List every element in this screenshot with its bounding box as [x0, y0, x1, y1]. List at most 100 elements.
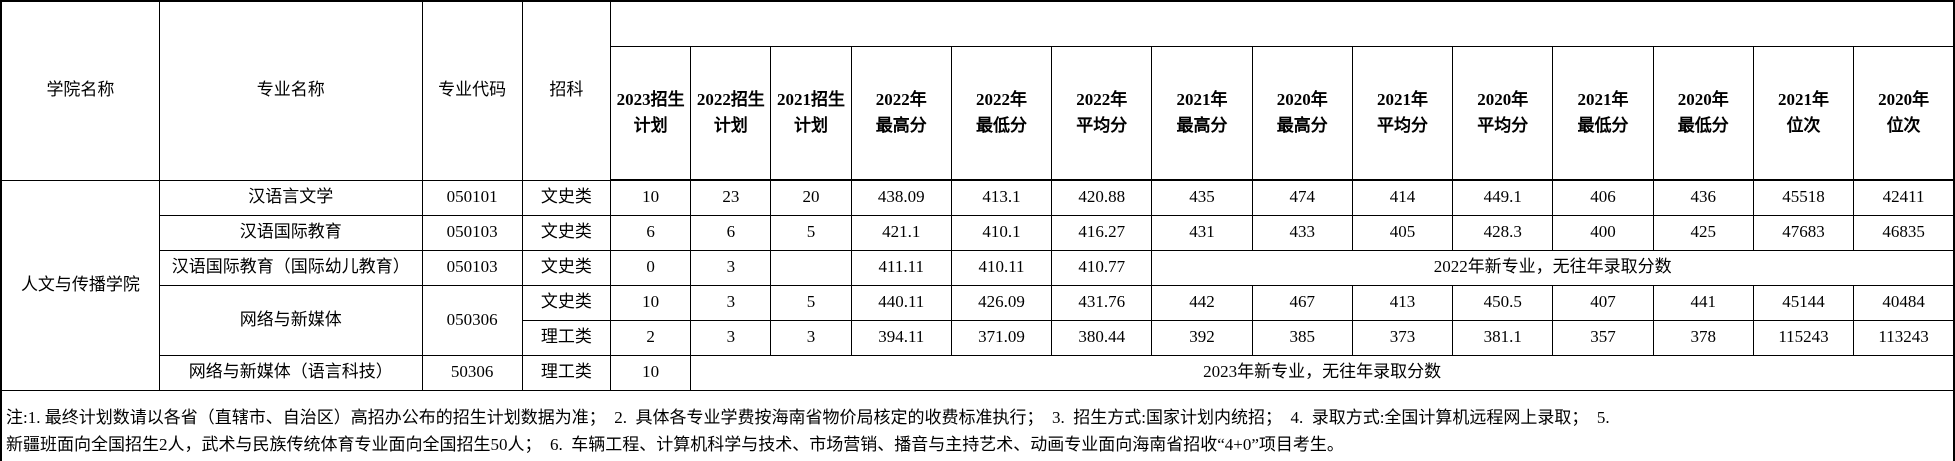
cell-value: 378: [1652, 319, 1754, 356]
footnote-line-1: 注:1. 最终计划数请以各省（直辖市、自治区）高招办公布的招生计划数据为准； 2…: [6, 407, 1610, 427]
table-row: 人文与传播学院 汉语言文学 050101 文史类 10 23 20 438.09…: [0, 179, 1955, 391]
cell-value: 410.1: [950, 214, 1053, 251]
cell-value: 421.1: [850, 214, 952, 251]
cell-value: [770, 249, 852, 286]
merged-note-cell: 2022年新专业，无往年录取分数: [1151, 249, 1955, 286]
cell-value: 467: [1251, 284, 1353, 321]
header-plan-2021: 2021招生 计划: [770, 46, 852, 181]
cell-value: 3: [690, 249, 772, 286]
cell-value: 371.09: [950, 319, 1053, 356]
cell-value: 394.11: [850, 319, 952, 356]
cell-major: 汉语言文学: [158, 179, 423, 216]
table-row: 汉语国际教育 050103 文史类 6 6 5 421.1 410.1 416.…: [1, 214, 1955, 251]
cell-value: 3: [690, 284, 772, 321]
cell-value: 410.77: [1051, 249, 1153, 286]
cell-subject: 理工类: [521, 354, 612, 391]
header-min-2022: 2022年 最低分: [950, 46, 1053, 181]
cell-value: 46835: [1853, 214, 1955, 251]
cell-major: 汉语国际教育: [158, 214, 423, 251]
footnotes-cell: 注:1. 最终计划数请以各省（直辖市、自治区）高招办公布的招生计划数据为准； 2…: [0, 389, 1955, 461]
cell-major-code: 050103: [421, 249, 523, 286]
cell-value: 10: [610, 284, 692, 321]
cell-value: 5: [770, 214, 852, 251]
cell-major-code: 050101: [421, 179, 523, 216]
cell-value: 435: [1151, 179, 1253, 216]
cell-value: 381.1: [1452, 319, 1554, 356]
header-avg-2022: 2022年 平均分: [1051, 46, 1153, 181]
cell-subject: 文史类: [521, 214, 612, 251]
cell-value: 420.88: [1051, 179, 1153, 216]
header-row-years: 2023招生 计划 2022招生 计划 2021招生 计划 2022年 最高分 2022…: [1, 46, 1955, 181]
header-spacer-cell: [610, 0, 1955, 47]
cell-value: 433: [1251, 214, 1353, 251]
cell-value: 10: [610, 354, 692, 391]
cell-value: 428.3: [1452, 214, 1554, 251]
header-avg-2021: 2021年 平均分: [1351, 46, 1454, 181]
cell-value: 2: [610, 319, 692, 356]
cell-value: 413.1: [950, 179, 1053, 216]
cell-value: 406: [1552, 179, 1654, 216]
header-row-top: 学院名称 专业名称 专业代码 招科: [0, 0, 1955, 181]
cell-value: 449.1: [1452, 179, 1554, 216]
cell-value: 425: [1652, 214, 1754, 251]
cell-college-name: 人文与传播学院: [0, 179, 160, 391]
cell-value: 392: [1151, 319, 1253, 356]
merged-note-cell: 2023年新专业，无往年录取分数: [690, 354, 1955, 391]
header-min-2020: 2020年 最低分: [1652, 46, 1754, 181]
cell-value: 45144: [1752, 284, 1855, 321]
header-avg-2020: 2020年 平均分: [1452, 46, 1554, 181]
cell-subject: 文史类: [521, 284, 612, 321]
cell-value: 436: [1652, 179, 1754, 216]
header-rank-2020: 2020年 位次: [1853, 46, 1955, 181]
cell-value: 115243: [1752, 319, 1855, 356]
cell-value: 450.5: [1452, 284, 1554, 321]
cell-value: 6: [610, 214, 692, 251]
cell-value: 431: [1151, 214, 1253, 251]
cell-value: 416.27: [1051, 214, 1153, 251]
footnote-line-2: 新疆班面向全国招生2人，武术与民族传统体育专业面向全国招生50人； 6. 车辆工…: [6, 434, 1344, 454]
cell-value: 47683: [1752, 214, 1855, 251]
cell-value: 440.11: [850, 284, 952, 321]
cell-value: 20: [770, 179, 852, 216]
cell-value: 380.44: [1051, 319, 1153, 356]
cell-value: 411.11: [850, 249, 952, 286]
header-max-2020: 2020年 最高分: [1251, 46, 1353, 181]
cell-value: 10: [610, 179, 692, 216]
cell-value: 400: [1552, 214, 1654, 251]
cell-value: 23: [690, 179, 772, 216]
cell-value: 0: [610, 249, 692, 286]
header-major: 专业名称: [158, 0, 423, 181]
cell-value: 410.11: [950, 249, 1053, 286]
cell-value: 407: [1552, 284, 1654, 321]
header-max-2022: 2022年 最高分: [850, 46, 952, 181]
cell-major: 网络与新媒体（语言科技）: [158, 354, 423, 391]
header-college: 学院名称: [0, 0, 160, 181]
cell-value: 5: [770, 284, 852, 321]
cell-value: 42411: [1853, 179, 1955, 216]
header-min-2021: 2021年 最低分: [1552, 46, 1654, 181]
cell-value: 441: [1652, 284, 1754, 321]
cell-value: 405: [1351, 214, 1454, 251]
cell-major: 网络与新媒体: [158, 284, 423, 356]
cell-value: 6: [690, 214, 772, 251]
cell-subject: 文史类: [521, 249, 612, 286]
cell-value: 385: [1251, 319, 1353, 356]
header-max-2021: 2021年 最高分: [1151, 46, 1253, 181]
cell-value: 426.09: [950, 284, 1053, 321]
header-plan-2022: 2022招生 计划: [690, 46, 772, 181]
cell-major-code: 050306: [421, 284, 523, 356]
cell-subject: 文史类: [521, 179, 612, 216]
cell-major-code: 50306: [421, 354, 523, 391]
cell-value: 413: [1351, 284, 1454, 321]
cell-value: 431.76: [1051, 284, 1153, 321]
header-plan-2023: 2023招生 计划: [610, 46, 692, 181]
cell-value: 45518: [1752, 179, 1855, 216]
cell-value: 3: [770, 319, 852, 356]
header-subject: 招科: [521, 0, 612, 181]
cell-value: 113243: [1853, 319, 1955, 356]
header-rank-2021: 2021年 位次: [1752, 46, 1855, 181]
table-row: 网络与新媒体 050306 文史类 10 3 5 440.11 426.09 4…: [1, 284, 1955, 356]
cell-value: 373: [1351, 319, 1454, 356]
